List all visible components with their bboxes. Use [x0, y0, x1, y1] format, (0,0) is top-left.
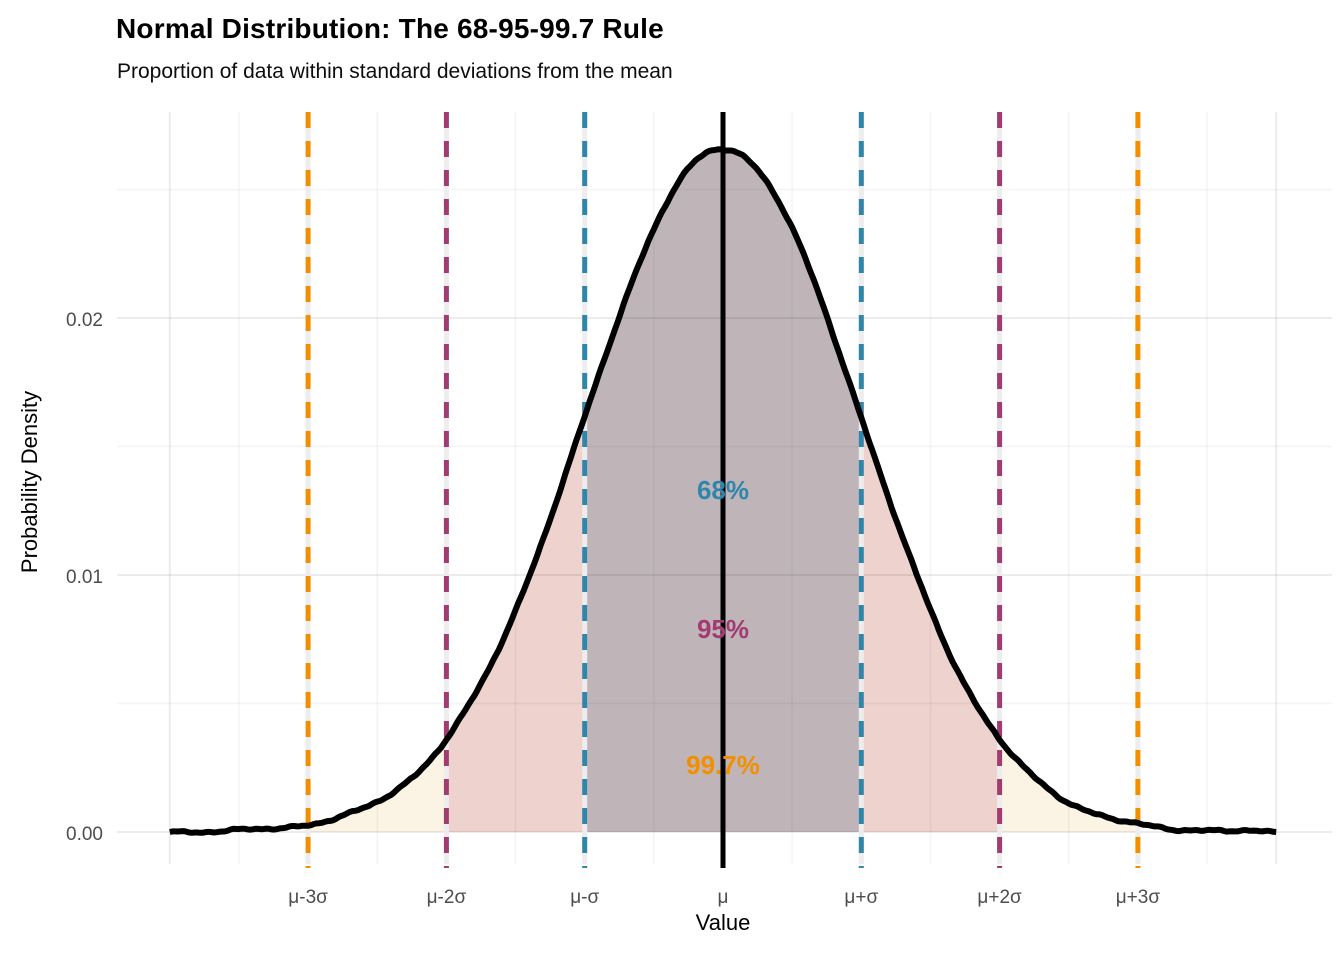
y-tick-label: 0.00 [66, 824, 103, 845]
band-label-68%: 68% [697, 475, 749, 505]
x-tick-label: μ+2σ [977, 887, 1022, 908]
plot-panel: 68% 95% 99.7% μ-3σ μ-2σ μ-σ μ μ+σ μ+2σ μ+3σ 0.00 0.… [66, 112, 1332, 908]
chart-title: Normal Distribution: The 68-95-99.7 Rule [116, 13, 664, 44]
x-tick-label: μ+σ [844, 887, 878, 908]
band-label-95%: 95% [697, 614, 749, 644]
x-tick-label: μ-3σ [288, 887, 328, 908]
y-tick-label: 0.01 [66, 567, 103, 588]
y-axis-title: Probability Density [17, 390, 42, 574]
y-tick-label: 0.02 [66, 310, 103, 331]
chart-subtitle: Proportion of data within standard devia… [117, 60, 673, 83]
x-tick-label: μ-2σ [427, 887, 467, 908]
x-axis-title: Value [695, 910, 751, 935]
band-label-99.7%: 99.7% [686, 750, 760, 780]
x-tick-label: μ [718, 887, 729, 908]
x-tick-label: μ-σ [570, 887, 599, 908]
x-tick-label: μ+3σ [1116, 887, 1161, 908]
density-curve [169, 146, 1277, 836]
